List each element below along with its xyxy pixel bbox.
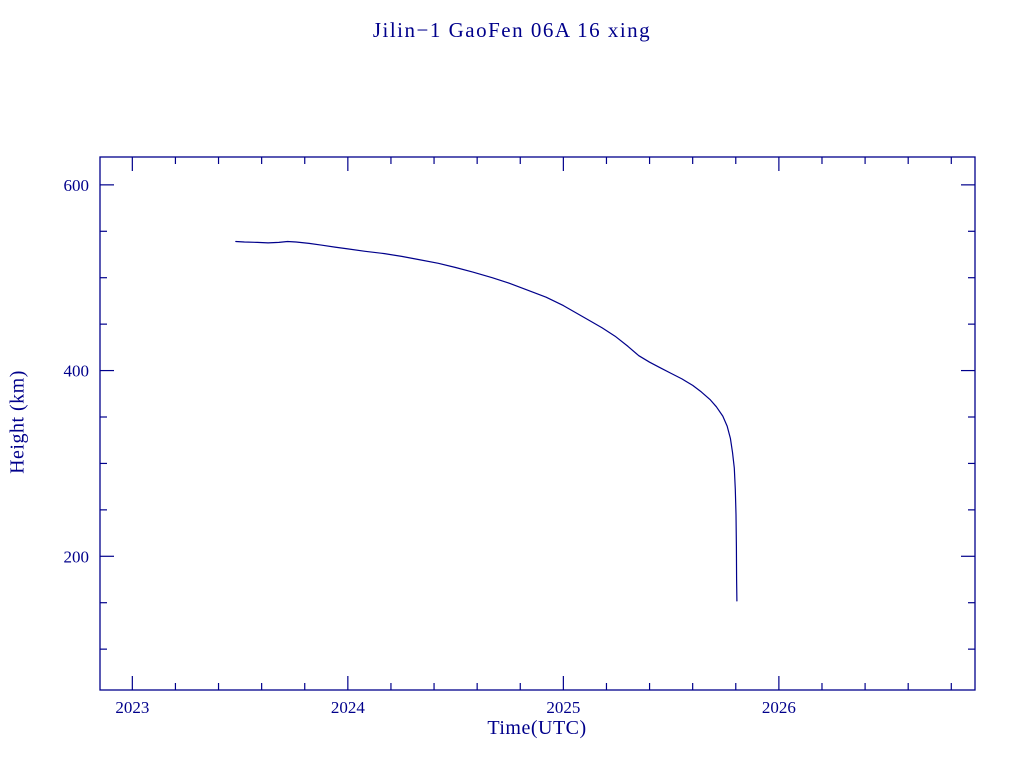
x-tick-label: 2024 (331, 698, 366, 717)
plot-border (99, 156, 976, 691)
x-tick-label: 2023 (115, 698, 149, 717)
x-axis-label: Time(UTC) (487, 717, 587, 739)
x-tick-label: 2026 (762, 698, 796, 717)
y-tick-label: 200 (64, 547, 90, 566)
y-tick-label: 400 (64, 362, 90, 381)
y-tick-label: 600 (64, 176, 90, 195)
x-tick-label: 2025 (546, 698, 580, 717)
decay-curve (235, 240, 738, 602)
chart-title: Jilin−1 GaoFen 06A 16 xing (372, 18, 652, 42)
